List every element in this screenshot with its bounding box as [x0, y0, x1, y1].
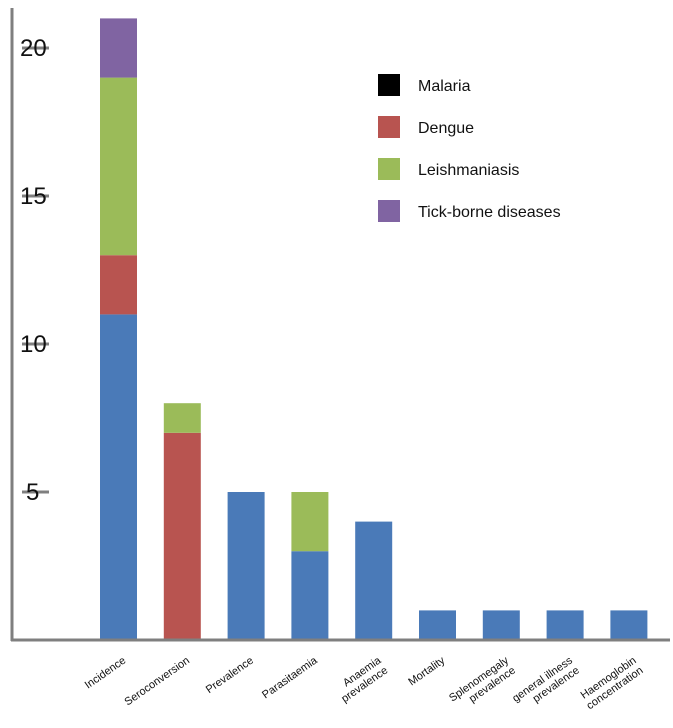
axes-group [10, 8, 670, 642]
legend-label-3: Leishmaniasis [418, 162, 519, 179]
category-label-9: Haemoglobinconcentration [578, 655, 646, 713]
legend-swatch-3 [378, 158, 400, 180]
legend-label-2: Dengue [418, 120, 474, 137]
y-tick-label-5: 5 [26, 479, 39, 506]
bar-1-cat-4 [291, 551, 329, 640]
bar-1-cat-8 [546, 610, 584, 640]
bar-1-cat-9 [610, 610, 648, 640]
category-label-6: Mortality [406, 654, 447, 688]
y-ticks-group: 5 10 15 20 [20, 35, 49, 506]
legend-label-4: Tick-borne diseases [418, 204, 561, 221]
category-label-1: Incidence [83, 655, 128, 692]
bar-1-cat-6 [419, 610, 456, 640]
bar-3-cat-2 [163, 403, 201, 433]
category-label-3: Prevalence [204, 655, 256, 696]
bar-3-cat-1 [100, 77, 137, 256]
legend-swatch-2 [378, 116, 400, 138]
bar-1-cat-5 [355, 521, 393, 640]
bar-1-cat-1 [100, 314, 137, 640]
bar-1-cat-7 [482, 610, 520, 640]
bar-3-cat-4 [291, 492, 329, 552]
category-label-8: general illnessprevalence [510, 654, 582, 714]
y-tick-label-20: 20 [20, 35, 47, 62]
bar-4-cat-1 [100, 18, 137, 78]
bars-group [100, 18, 648, 640]
category-label-5: Anaemiaprevalence [332, 654, 391, 705]
bar-2-cat-2 [163, 432, 201, 640]
legend-swatch-1 [378, 74, 400, 96]
bar-1-cat-3 [227, 492, 265, 640]
category-label-4: Parasitaemia [260, 654, 320, 701]
legend-swatch-4 [378, 200, 400, 222]
category-label-2: Seroconversion [123, 655, 192, 709]
y-tick-label-10: 10 [20, 331, 47, 358]
category-label-7: Splenomegalyprevalence [447, 654, 518, 714]
bar-2-cat-1 [100, 255, 137, 315]
legend: Malaria Dengue Leishmaniasis Tick-borne dis… [378, 74, 561, 222]
y-tick-label-15: 15 [20, 183, 47, 210]
legend-label-1: Malaria [418, 78, 471, 95]
